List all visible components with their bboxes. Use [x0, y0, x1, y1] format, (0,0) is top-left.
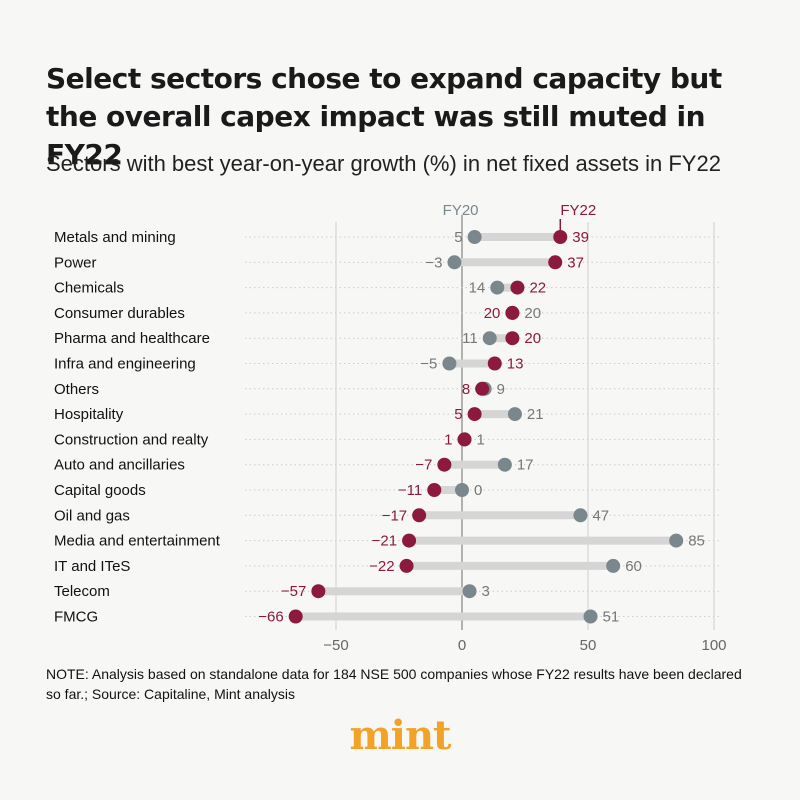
value-label-fy22: −57 [281, 583, 306, 600]
value-label-fy22: −11 [398, 482, 422, 499]
value-label-fy22: 22 [529, 280, 546, 297]
mint-logo: mint [349, 712, 451, 759]
category-label: Others [54, 381, 99, 398]
value-label-fy22: 20 [484, 305, 501, 322]
dot-fy20 [482, 331, 497, 346]
dot-fy20 [462, 584, 477, 599]
value-label-fy22: −21 [372, 533, 397, 550]
category-label: Hospitality [54, 406, 124, 423]
value-label-fy20: 20 [524, 305, 541, 322]
chart-subtitle: Sectors with best year-on-year growth (%… [46, 151, 721, 176]
value-label-fy22: 1 [444, 431, 452, 448]
value-label-fy20: 85 [688, 533, 705, 550]
chart-title: Select sectors chose to expand capacity … [46, 62, 722, 171]
value-label-fy22: 13 [507, 356, 524, 373]
value-label-fy22: −17 [382, 507, 407, 524]
dot-fy22 [437, 457, 452, 472]
dot-fy22 [505, 331, 520, 346]
value-label-fy20: 17 [517, 457, 534, 474]
value-label-fy22: −7 [415, 457, 432, 474]
value-label-fy22: −66 [258, 609, 283, 626]
value-label-fy20: 0 [474, 482, 482, 499]
value-label-fy20: 3 [482, 583, 490, 600]
dot-fy22 [402, 533, 417, 548]
dot-fy20 [442, 356, 457, 371]
dot-fy22 [553, 230, 568, 244]
dot-fy22 [412, 508, 427, 523]
value-label-fy20: −3 [425, 254, 442, 271]
dot-fy20 [669, 533, 684, 548]
dot-fy22 [548, 255, 563, 270]
dot-fy22 [475, 381, 490, 396]
category-label: Metals and mining [54, 229, 176, 246]
dot-fy20 [606, 558, 621, 573]
dot-fy20 [497, 457, 512, 472]
value-label-fy22: 5 [454, 406, 462, 423]
value-label-fy20: 9 [497, 381, 505, 398]
dot-fy22 [427, 483, 442, 497]
category-label: FMCG [54, 609, 98, 626]
category-label: Chemicals [54, 280, 124, 297]
dot-fy20 [583, 609, 598, 624]
category-label: Construction and realty [54, 431, 209, 448]
category-label: Pharma and healthcare [54, 330, 210, 347]
legend-label-fy22: FY22 [560, 202, 596, 219]
value-label-fy20: 1 [477, 431, 485, 448]
category-label: IT and ITeS [54, 558, 130, 575]
dot-fy22 [457, 432, 472, 447]
value-label-fy22: 37 [567, 254, 584, 271]
source-note: NOTE: Analysis based on standalone data … [46, 666, 742, 702]
value-label-fy20: 60 [625, 558, 642, 575]
dot-fy22 [288, 609, 303, 624]
dot-fy22 [510, 280, 525, 295]
dot-fy20 [455, 483, 469, 497]
value-label-fy20: 51 [603, 609, 620, 626]
value-label-fy20: 14 [469, 280, 486, 297]
category-label: Auto and ancillaries [54, 457, 185, 474]
legend-label-fy20: FY20 [443, 202, 479, 219]
dot-fy20 [490, 280, 505, 295]
x-tick-label: 50 [580, 637, 597, 654]
dot-fy22 [467, 407, 482, 422]
value-label-fy20: −5 [420, 356, 437, 373]
dot-fy20 [467, 230, 482, 244]
dot-fy20 [573, 508, 588, 523]
category-label: Capital goods [54, 482, 146, 499]
value-label-fy22: 8 [462, 381, 470, 398]
x-tick-label: −50 [323, 637, 348, 654]
category-label: Consumer durables [54, 305, 185, 322]
category-label: Oil and gas [54, 507, 130, 524]
dot-fy20 [507, 407, 522, 422]
dot-fy22 [505, 305, 520, 320]
value-label-fy20: 47 [592, 507, 609, 524]
category-label: Telecom [54, 583, 110, 600]
dot-fy20 [447, 255, 462, 270]
category-label: Media and entertainment [54, 533, 221, 550]
dot-fy22 [487, 356, 502, 371]
value-label-fy20: 21 [527, 406, 544, 423]
dot-fy22 [311, 584, 326, 599]
category-label: Infra and engineering [54, 356, 196, 373]
x-tick-label: 0 [458, 637, 466, 654]
x-tick-label: 100 [701, 637, 726, 654]
value-label-fy22: 20 [524, 330, 541, 347]
value-label-fy22: −22 [369, 558, 394, 575]
value-label-fy20: 5 [454, 229, 462, 246]
value-label-fy22: 39 [572, 229, 589, 246]
dot-fy22 [399, 558, 414, 573]
category-label: Power [54, 254, 97, 271]
value-label-fy20: 11 [462, 330, 478, 347]
